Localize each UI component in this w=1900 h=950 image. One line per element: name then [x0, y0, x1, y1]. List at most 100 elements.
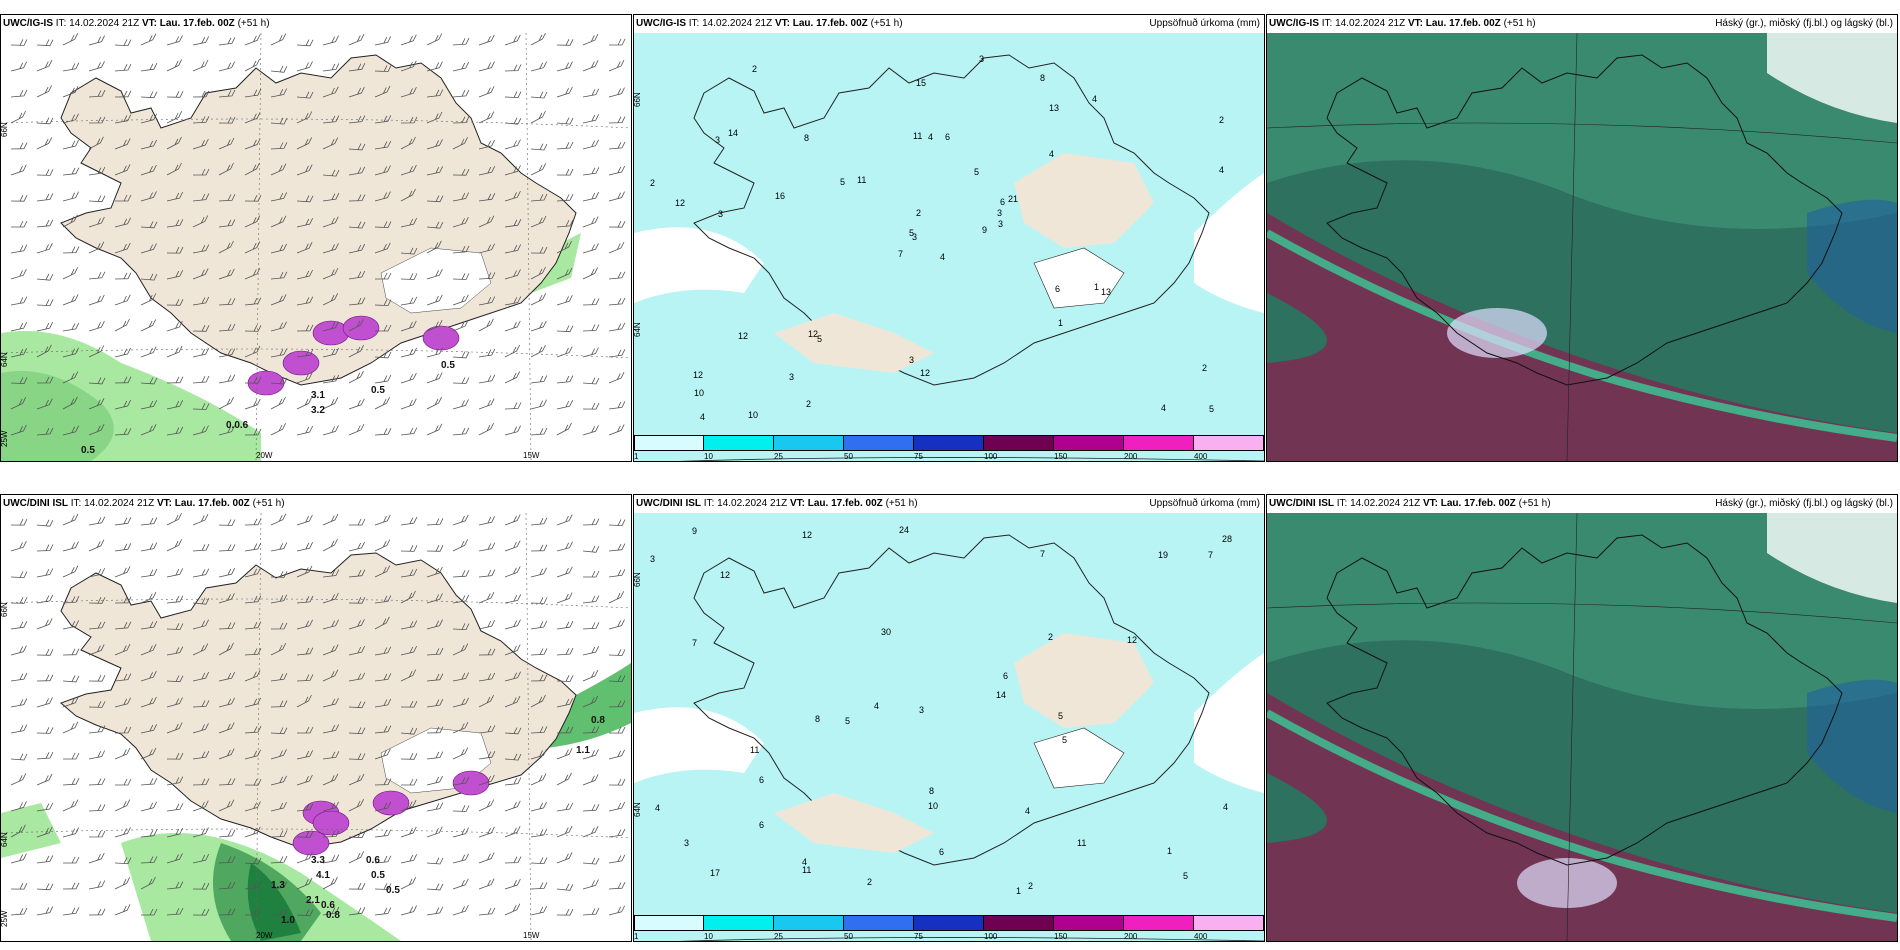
wind-barb	[36, 544, 54, 552]
wind-barb	[400, 727, 418, 735]
wind-barb	[140, 542, 158, 552]
wind-barb	[296, 269, 313, 280]
no-precip-area	[634, 707, 764, 783]
wind-barb	[270, 348, 288, 358]
precip-value-label: 13	[1101, 287, 1111, 297]
wind-barb	[374, 907, 392, 916]
wind-barb	[504, 371, 521, 384]
wind-barb	[296, 542, 314, 552]
wind-barb	[322, 876, 338, 890]
wind-barb	[556, 566, 573, 578]
wind-barb	[582, 595, 600, 604]
wind-barb	[426, 673, 444, 682]
clear-sky-area	[1767, 33, 1897, 123]
wind-barb	[582, 518, 600, 526]
precip-value-label: 12	[738, 331, 748, 341]
axis-lat-label: 66N	[634, 572, 642, 587]
wind-barb	[608, 241, 625, 254]
wind-barb	[478, 166, 496, 176]
wind-barb	[218, 519, 236, 526]
wind-barb	[452, 827, 469, 838]
wind-barb	[478, 61, 495, 72]
wind-barb	[270, 908, 288, 916]
wind-barb	[296, 218, 314, 228]
wind-barb	[166, 776, 184, 786]
wind-barb	[114, 697, 131, 708]
wind-barb	[244, 778, 262, 786]
wind-barb	[166, 270, 184, 280]
precip-value-label: 3	[684, 838, 689, 848]
wind-barb	[426, 647, 444, 656]
wind-barb	[192, 348, 210, 358]
wind-barb	[582, 324, 600, 332]
latitude-line	[1267, 602, 1897, 624]
wind-barb	[608, 700, 626, 708]
colorbar-tick-label: 50	[844, 452, 853, 461]
wind-barb	[218, 298, 236, 306]
wind-barb	[478, 86, 495, 98]
wind-barb	[114, 90, 132, 98]
wind-barb	[426, 166, 444, 176]
axis-lon-label: 20W	[256, 931, 273, 940]
precip-value-label: 12	[693, 370, 703, 380]
wind-barb	[218, 544, 236, 552]
precip-value-label: 4	[1092, 94, 1097, 104]
wind-barb	[478, 878, 495, 890]
wind-barb	[504, 695, 521, 708]
wind-barb	[556, 295, 573, 306]
wind-barb	[88, 61, 105, 72]
wind-barb	[88, 116, 106, 124]
precip-value-label: 7	[1040, 549, 1045, 559]
wind-barb	[10, 882, 28, 890]
wind-barb	[270, 271, 288, 280]
colorbar-tick-label: 10	[704, 452, 713, 461]
wind-barb	[296, 242, 313, 254]
precip-value-label: 13	[1049, 103, 1059, 113]
wind-barb	[374, 299, 392, 307]
wind-barb	[244, 621, 262, 630]
axis-lat-label: 64N	[634, 322, 642, 337]
wind-barb	[192, 568, 210, 578]
wind-barb	[478, 398, 495, 410]
wind-barb	[400, 217, 418, 228]
wind-barb	[270, 65, 288, 73]
wind-barb	[244, 697, 261, 708]
wind-barb	[556, 168, 574, 176]
wind-barb	[10, 571, 28, 579]
wind-barb	[348, 243, 366, 254]
colorbar-tick-label: 75	[914, 932, 923, 941]
wind-barb	[36, 85, 53, 98]
wind-barb	[88, 136, 104, 150]
wind-barb	[192, 425, 209, 436]
wind-barb	[608, 401, 626, 410]
wind-barb	[140, 164, 157, 176]
wind-barb	[556, 400, 574, 410]
wind-barb	[36, 243, 53, 254]
wind-barb	[10, 597, 28, 604]
wind-barb	[426, 802, 444, 812]
wind-barb	[296, 164, 313, 176]
wind-barb	[270, 749, 287, 760]
wind-barb	[426, 347, 443, 358]
wind-barb	[88, 321, 105, 332]
wind-barb	[10, 621, 28, 630]
wind-barb	[504, 34, 521, 46]
wind-barb	[400, 905, 417, 916]
wind-barb	[218, 881, 236, 890]
dry-land-area	[1014, 633, 1154, 728]
wind-barb	[36, 697, 53, 708]
wind-barb	[608, 371, 625, 384]
wind-barb	[192, 325, 210, 332]
wind-barb	[166, 595, 184, 604]
wind-barb	[556, 852, 573, 864]
wind-barb	[374, 801, 392, 812]
precip-value-label: 5	[845, 716, 850, 726]
wind-barb	[218, 622, 236, 630]
precip-value-label: 14	[996, 690, 1006, 700]
wind-barb	[114, 428, 132, 436]
wind-barb	[348, 318, 364, 332]
wind-barb	[166, 853, 183, 864]
wind-barb	[556, 825, 573, 838]
wind-barb	[452, 594, 470, 604]
wind-barb	[140, 670, 157, 682]
